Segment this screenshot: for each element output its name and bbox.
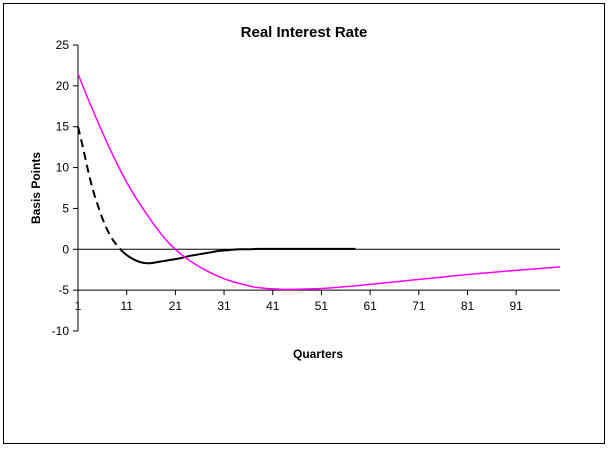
x-tick-label: 81 [461,299,475,313]
y-tick-label: 0 [62,242,69,256]
y-tick-label: 25 [56,38,70,52]
series-layer [77,73,561,291]
x-axis-title: Quarters [293,347,343,361]
y-tick-label: 10 [56,161,70,175]
y-tick-label: -5 [58,283,69,297]
x-tick-label: 1 [75,299,82,313]
x-tick-label: 31 [217,299,231,313]
chart-frame [3,3,605,444]
y-tick-label: 5 [62,201,69,215]
series-1-solid-line [121,247,356,265]
x-tick-label: 61 [363,299,377,313]
x-tick-label: 41 [266,299,280,313]
x-tick-label: 71 [412,299,426,313]
x-tick-label: 51 [315,299,329,313]
y-tick-label: -10 [52,324,70,338]
series-2-line [77,73,561,291]
x-tick-label: 11 [120,299,133,313]
y-tick-label: 20 [56,79,70,93]
y-tick-label: 15 [56,120,70,134]
x-tick-label: 21 [169,299,183,313]
chart-title: Real Interest Rate [241,24,368,41]
series-1-dashed-line [77,126,123,252]
x-tick-label: 91 [510,299,524,313]
y-axis-title: Basis Points [29,152,43,224]
